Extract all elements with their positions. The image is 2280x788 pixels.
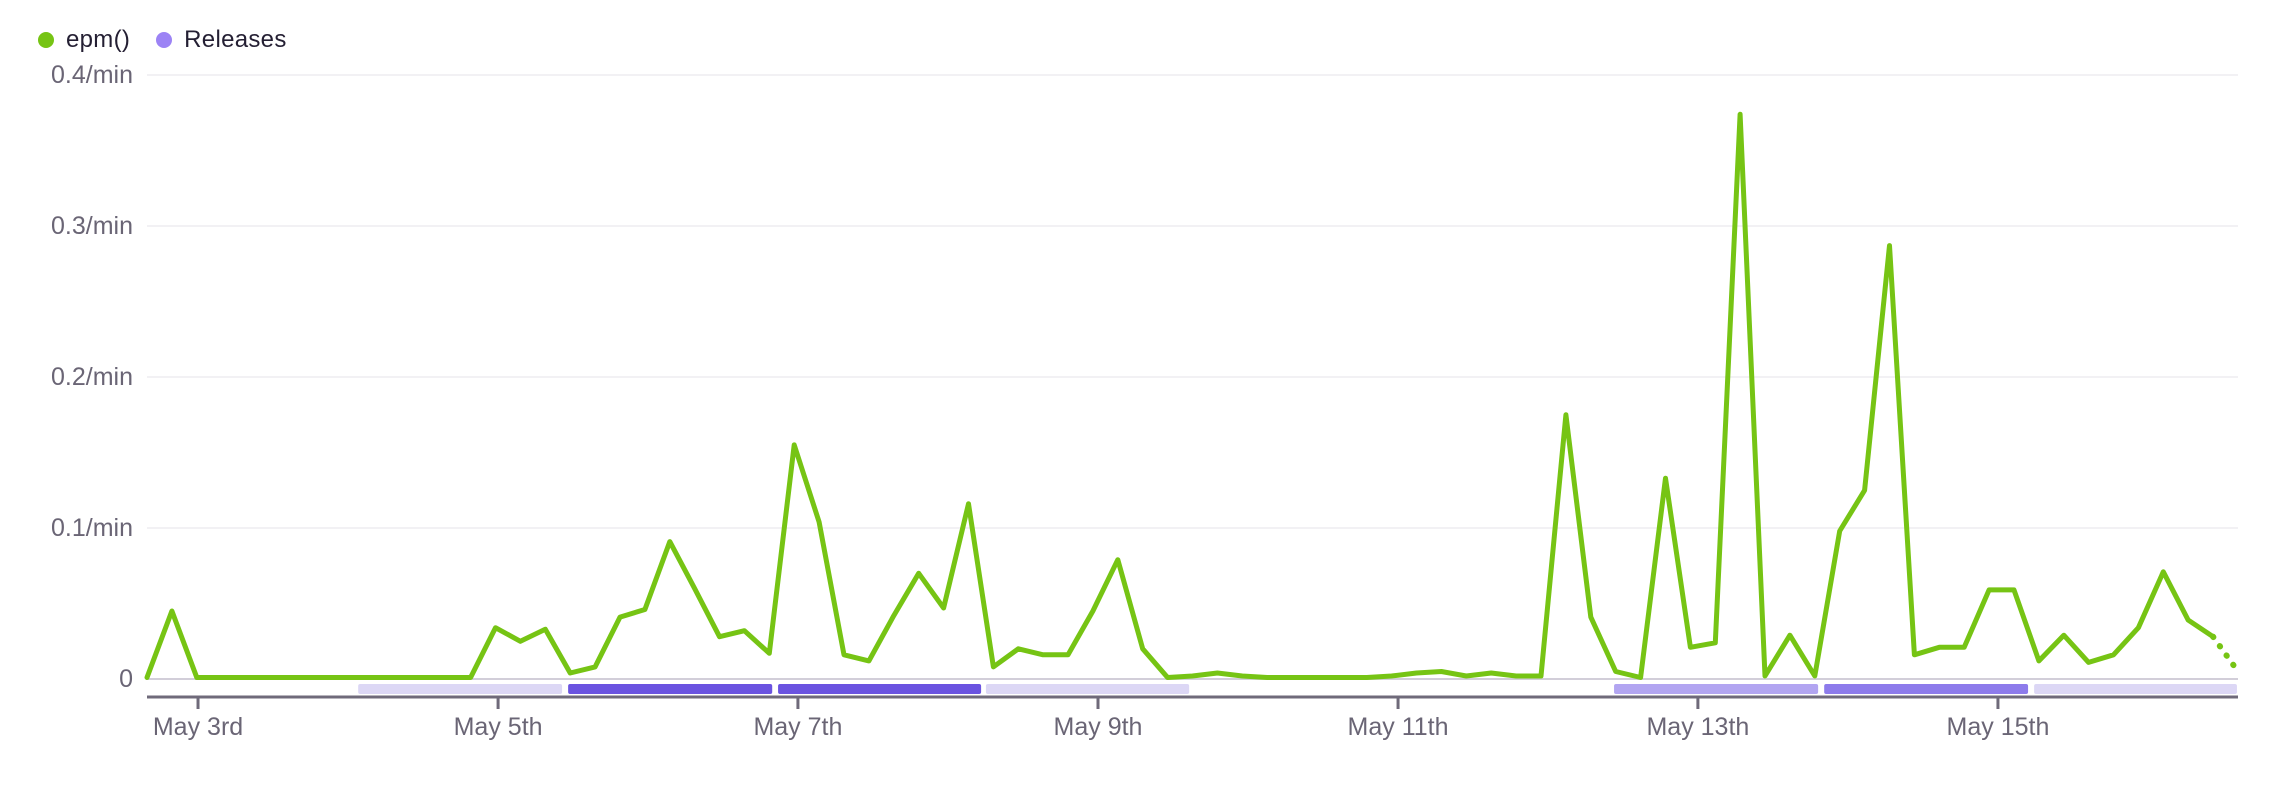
epm-series-dot-icon [38, 32, 54, 48]
y-axis-label: 0.1/min [51, 514, 133, 542]
release-bar[interactable] [358, 684, 563, 694]
x-axis-label: May 5th [453, 713, 543, 741]
x-axis-label: May 3rd [152, 713, 244, 741]
chart-legend: epm() Releases [38, 26, 287, 54]
release-bar[interactable] [1824, 684, 2029, 694]
x-axis-label: May 11th [1347, 713, 1449, 741]
release-bar[interactable] [2034, 684, 2237, 694]
epm-line[interactable] [144, 111, 2216, 680]
release-bar[interactable] [778, 684, 982, 694]
x-axis-label: May 7th [753, 713, 843, 741]
epm-line-dotted-tail [2210, 633, 2241, 675]
x-axis-label: May 13th [1646, 713, 1750, 741]
legend-label-epm: epm() [66, 26, 131, 53]
legend-item-epm[interactable]: epm() [38, 26, 130, 54]
legend-item-releases[interactable]: Releases [156, 26, 286, 54]
release-bar[interactable] [985, 684, 1190, 694]
y-axis-label: 0 [119, 665, 133, 693]
x-axis-label: May 15th [1946, 713, 2050, 741]
legend-label-releases: Releases [184, 26, 287, 53]
y-axis-label: 0.2/min [51, 363, 133, 391]
releases-series-dot-icon [156, 32, 173, 48]
y-axis-label: 0.3/min [51, 212, 133, 240]
y-axis-label: 0.4/min [51, 61, 133, 89]
x-axis-label: May 9th [1053, 713, 1143, 741]
release-bar[interactable] [1614, 684, 1819, 694]
release-bar[interactable] [568, 684, 773, 694]
